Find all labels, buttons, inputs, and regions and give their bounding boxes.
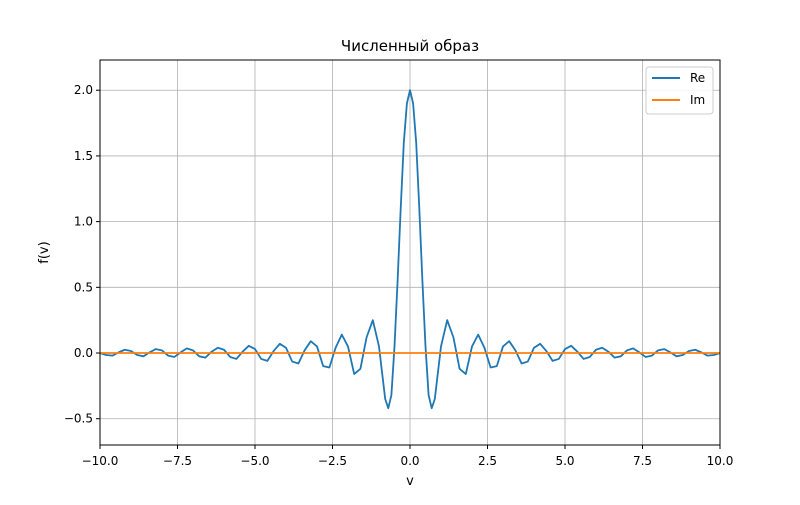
x-tick-label: −2.5 [318,454,347,468]
y-tick-label: −0.5 [64,412,93,426]
x-tick-label: 5.0 [555,454,574,468]
y-tick-label: 1.5 [74,149,93,163]
series-lines [100,89,720,410]
y-tick-label: 0.0 [74,346,93,360]
x-axis-label: v [406,474,414,489]
legend-label-re: Re [690,71,705,85]
x-tick-label: 10.0 [707,454,734,468]
legend: Re Im [645,66,714,115]
y-axis-label: f(v) [37,241,52,263]
y-tick-label: 1.0 [74,215,93,229]
x-tick-label: 7.5 [633,454,652,468]
x-tick-label: 0.0 [400,454,419,468]
legend-label-im: Im [690,93,705,107]
series-line-re [100,89,720,410]
x-tick-label: −10.0 [82,454,119,468]
x-tick-label: 2.5 [478,454,497,468]
x-tick-label: −7.5 [163,454,192,468]
y-tick-label: 0.5 [74,280,93,294]
y-tick-label: 2.0 [74,83,93,97]
chart-title: Численный образ [341,37,479,55]
x-tick-label: −5.0 [240,454,269,468]
axis-ticks: −10.0 −7.5 −5.0 −2.5 0.0 2.5 5.0 7.5 10.0 −0.5 0.0… [64,83,734,468]
